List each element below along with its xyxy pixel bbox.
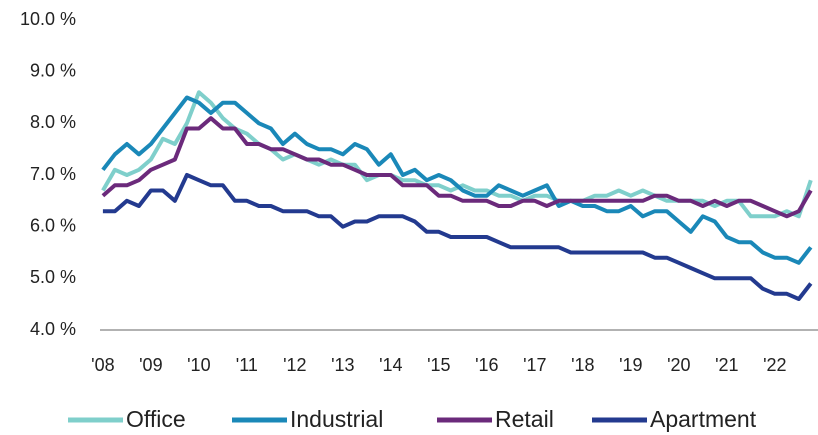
series-line <box>101 95 813 265</box>
y-tick-label: 5.0 % <box>30 267 76 287</box>
x-tick-label: '15 <box>427 355 450 375</box>
y-tick-label: 7.0 % <box>30 164 76 184</box>
y-tick-label: 10.0 % <box>20 9 76 29</box>
x-tick-label: '20 <box>667 355 690 375</box>
x-tick-label: '09 <box>139 355 162 375</box>
x-tick-label: '10 <box>187 355 210 375</box>
y-tick-label: 6.0 % <box>30 215 76 235</box>
y-tick-label: 4.0 % <box>30 319 76 339</box>
x-tick-label: '17 <box>523 355 546 375</box>
y-tick-label: 9.0 % <box>30 60 76 80</box>
x-tick-label: '12 <box>283 355 306 375</box>
x-tick-label: '11 <box>236 355 258 375</box>
legend-label: Office <box>126 406 186 432</box>
x-tick-label: '14 <box>379 355 402 375</box>
legend-label: Retail <box>495 406 554 432</box>
x-tick-label: '08 <box>91 355 114 375</box>
series-line <box>101 116 813 219</box>
x-tick-label: '13 <box>331 355 354 375</box>
y-tick-label: 8.0 % <box>30 112 76 132</box>
x-tick-label: '21 <box>715 355 738 375</box>
x-tick-label: '18 <box>571 355 594 375</box>
x-tick-label: '22 <box>763 355 786 375</box>
series-line <box>102 173 813 301</box>
x-tick-label: '19 <box>619 355 642 375</box>
x-tick-label: '16 <box>475 355 498 375</box>
legend-label: Industrial <box>290 406 383 432</box>
legend-label: Apartment <box>650 406 757 432</box>
